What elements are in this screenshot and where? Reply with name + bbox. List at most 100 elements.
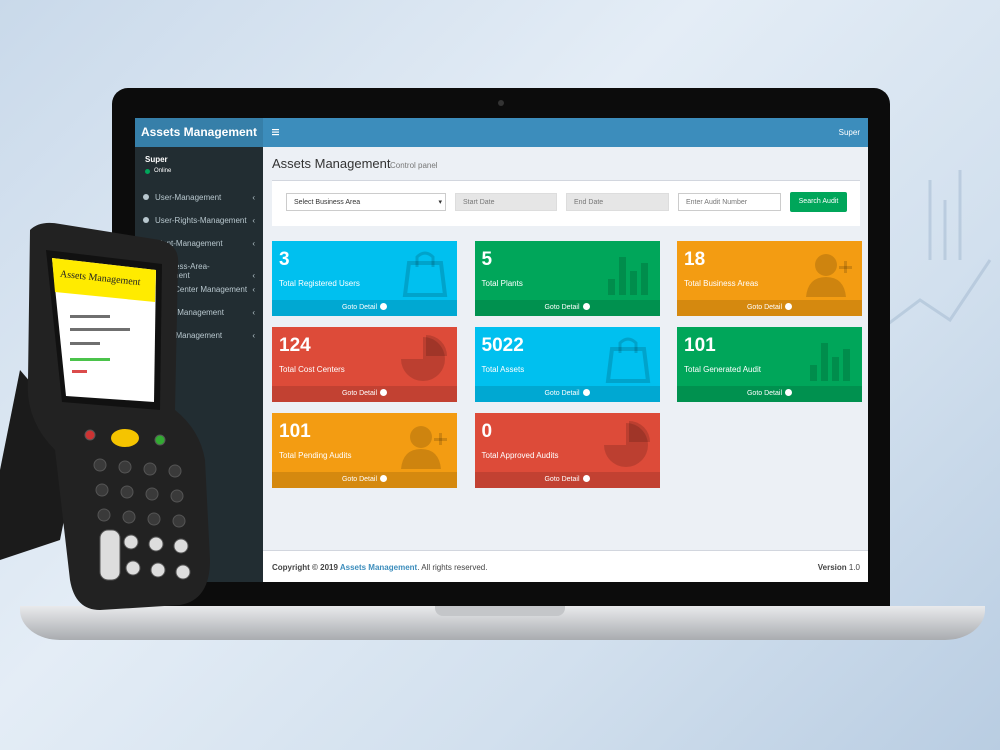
start-date[interactable]: Start Date xyxy=(455,193,557,211)
menu-caret: ‹ xyxy=(252,308,255,317)
select-arrow: ▾ xyxy=(438,199,442,206)
handheld-scanner: Assets Management xyxy=(0,222,211,610)
laptop-notch xyxy=(435,606,565,616)
link-arrow xyxy=(380,389,388,396)
link-arrow xyxy=(582,475,590,482)
card-icon xyxy=(402,251,448,297)
card-link[interactable]: Goto Detail xyxy=(544,476,580,483)
card-label: Total Approved Audits xyxy=(481,451,559,460)
link-arrow xyxy=(582,303,590,310)
menu-label: Cost-Center Management xyxy=(155,285,248,294)
app-screen: Assets Management Super Super Online Use… xyxy=(135,118,868,582)
card-footer[interactable]: Goto Detail xyxy=(272,386,457,402)
menu-caret: ‹ xyxy=(252,331,255,340)
menu-icon xyxy=(143,194,149,200)
version: 1.0 xyxy=(848,563,860,572)
status-dot xyxy=(145,169,150,174)
card-value: 101 xyxy=(279,421,311,442)
card-footer[interactable]: Goto Detail xyxy=(474,300,660,316)
copyright: Copyright © 2019 xyxy=(272,563,340,572)
menu-item[interactable]: User-Rights-Management ‹ xyxy=(143,216,255,225)
stat-card: 101 Total Pending Audits Goto Detail xyxy=(272,413,457,488)
menu-icon xyxy=(143,217,149,223)
menu-toggle[interactable] xyxy=(272,128,280,136)
page-title: Assets Management xyxy=(272,156,391,171)
menu-label: Asset Management xyxy=(155,308,224,317)
card-label: Total Plants xyxy=(481,279,523,288)
card-link[interactable]: Goto Detail xyxy=(544,304,580,311)
card-value: 0 xyxy=(481,421,493,442)
audit-number[interactable]: Enter Audit Number xyxy=(678,193,781,211)
card-value: 124 xyxy=(279,335,311,356)
card-link[interactable]: Goto Detail xyxy=(544,390,580,397)
card-icon xyxy=(810,343,850,381)
card-icon xyxy=(806,254,852,297)
stat-card: 5022 Total Assets Goto Detail xyxy=(474,327,660,402)
menu-label: User-Management xyxy=(155,193,222,202)
card-value: 3 xyxy=(279,249,290,270)
brand[interactable]: Assets Management xyxy=(135,118,263,147)
menu-caret: ‹ xyxy=(252,285,255,294)
select-text: Select Business Area xyxy=(294,199,361,206)
card-icon xyxy=(401,426,447,469)
status: Online xyxy=(154,168,172,174)
menu-item[interactable]: User-Management ‹ xyxy=(143,193,255,202)
stat-card: 124 Total Cost Centers Goto Detail xyxy=(272,327,457,402)
link-arrow xyxy=(380,303,388,310)
business-area-select[interactable]: Select Business Area ▾ xyxy=(286,193,446,211)
card-label: Total Generated Audit xyxy=(684,365,761,374)
card-footer[interactable]: Goto Detail xyxy=(474,472,660,488)
menu-caret: ‹ xyxy=(252,193,255,202)
card-label: Total Cost Centers xyxy=(279,365,345,374)
page-subtitle: Control panel xyxy=(390,161,438,170)
card-link[interactable]: Goto Detail xyxy=(746,304,783,311)
card-footer[interactable]: Goto Detail xyxy=(677,386,862,402)
card-icon xyxy=(605,337,650,383)
stat-card: 0 Total Approved Audits Goto Detail xyxy=(474,413,660,488)
card-link[interactable]: Goto Detail xyxy=(341,476,378,483)
top-navbar: Super xyxy=(263,118,868,147)
search-button[interactable]: Search Audit xyxy=(790,192,847,212)
card-value: 5 xyxy=(481,249,493,270)
footer: Copyright © 2019 Assets Management. All … xyxy=(263,550,868,582)
menu-caret: ‹ xyxy=(252,216,255,225)
card-footer[interactable]: Goto Detail xyxy=(272,472,457,488)
stat-card: 18 Total Business Areas Goto Detail xyxy=(677,241,862,316)
end-date[interactable]: End Date xyxy=(566,193,669,211)
sidebar-user: Super xyxy=(145,155,168,164)
card-footer[interactable]: Goto Detail xyxy=(474,386,660,402)
menu-label: Audit Management xyxy=(155,331,223,340)
link-arrow xyxy=(785,303,793,310)
card-link[interactable]: Goto Detail xyxy=(341,304,378,311)
stat-card: 5 Total Plants Goto Detail xyxy=(474,241,660,316)
link-arrow xyxy=(380,475,388,482)
menu-label: User-Rights-Management xyxy=(155,216,247,225)
stat-card: 101 Total Generated Audit Goto Detail xyxy=(677,327,862,402)
link-arrow xyxy=(785,389,793,396)
card-label: Total Business Areas xyxy=(684,279,759,288)
card-value: 18 xyxy=(684,249,706,270)
stat-card: 3 Total Registered Users Goto Detail xyxy=(272,241,457,316)
card-icon xyxy=(401,335,447,381)
user-name[interactable]: Super xyxy=(838,128,860,137)
card-label: Total Assets xyxy=(481,365,525,374)
footer-rights: . All rights reserved. xyxy=(417,563,488,572)
card-value: 101 xyxy=(684,335,716,356)
menu-caret: ‹ xyxy=(252,239,255,248)
footer-company[interactable]: Assets Management xyxy=(339,563,418,572)
card-value: 5022 xyxy=(481,335,524,356)
card-footer[interactable]: Goto Detail xyxy=(677,300,862,316)
camera xyxy=(498,100,504,106)
card-label: Total Pending Audits xyxy=(279,451,352,460)
card-label: Total Registered Users xyxy=(279,279,360,288)
link-arrow xyxy=(582,389,590,396)
card-link[interactable]: Goto Detail xyxy=(746,390,783,397)
version-label: Version xyxy=(817,563,847,572)
card-icon xyxy=(603,421,650,467)
card-link[interactable]: Goto Detail xyxy=(341,390,378,397)
card-icon xyxy=(607,257,648,295)
card-footer[interactable]: Goto Detail xyxy=(272,300,457,316)
menu-label: Plant-Management xyxy=(155,239,223,248)
